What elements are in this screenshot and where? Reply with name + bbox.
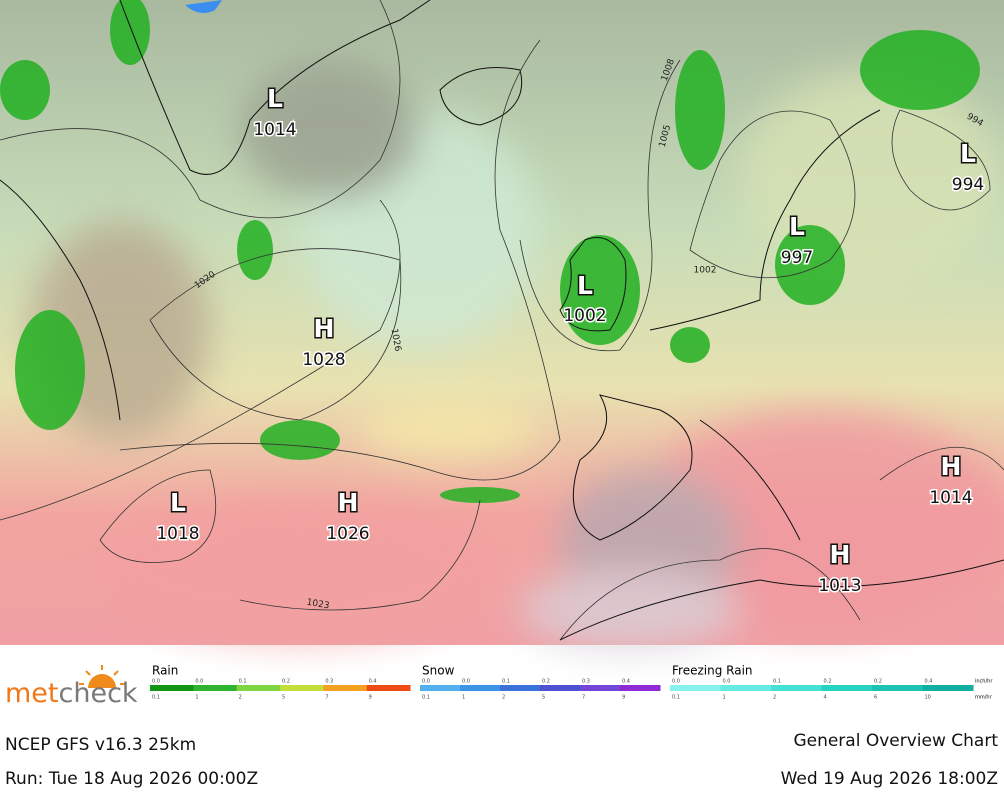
scale-tick: 0.1 [152,695,160,701]
scale-swatch [821,685,873,691]
scale-tick: 0.2 [824,679,832,685]
chart-name: General Overview Chart [793,731,998,751]
scale-tick: 0.0 [152,679,160,685]
pressure-value: 1014 [253,120,296,140]
scale-swatch [670,685,721,691]
scale-tick: 0.0 [672,679,680,685]
scale-tick: 0.2 [542,679,550,685]
scale-tick: 9 [369,695,372,701]
pressure-symbol: L [960,139,976,168]
pressure-symbol: L [577,271,593,300]
scale-tick: 1 [195,695,198,701]
run-label: Run: Tue 18 Aug 2026 00:00Z [5,769,258,789]
scale-tick: 0.4 [925,679,933,685]
brand: metcheck [5,678,138,709]
scale-tick: 0.4 [622,679,630,685]
scale-swatch [771,685,822,691]
pressure-value: 1026 [326,524,369,544]
scale-tick: 0.4 [369,679,377,685]
unit-label: mm/hr [975,695,993,701]
pressure-symbol: H [830,540,851,569]
pressure-value: 1013 [818,576,861,596]
scale-swatch [500,685,541,691]
scale-swatch [872,685,923,691]
scale-swatch [460,685,501,691]
scale-title: Snow [422,664,455,678]
brand-part: check [59,678,138,709]
pressure-value: 1018 [156,524,199,544]
scale-swatch [580,685,621,691]
scale-tick: 5 [542,695,545,701]
scale-tick: 0.1 [773,679,781,685]
scale-tick: 0.1 [672,695,680,701]
scale-swatch [193,685,238,691]
scale-tick: 2 [502,695,505,701]
pressure-value: 1002 [563,306,606,326]
pressure-symbol: L [267,84,283,113]
scale-swatch [620,685,661,691]
pressure-symbol: L [170,488,186,517]
scale-tick: 0.2 [874,679,882,685]
scale-tick: 0.3 [582,679,590,685]
scale-tick: 0.1 [239,679,247,685]
scale-tick: 1 [462,695,465,701]
map-background [0,0,1004,650]
scale-tick: 10 [925,695,931,701]
scale-tick: 0.3 [325,679,333,685]
scale-tick: 7 [325,695,328,701]
isobar-label: 1023 [306,598,330,612]
pressure-value: 1028 [302,350,345,370]
scale-tick: 5 [282,695,285,701]
scale-swatch [366,685,411,691]
model-label: NCEP GFS v16.3 25km [5,735,196,755]
scale-title: Freezing Rain [672,664,753,678]
scale-tick: 2 [239,695,242,701]
scale-tick: 4 [824,695,827,701]
pressure-symbol: L [789,212,805,241]
scale-tick: 0.1 [422,695,430,701]
valid-time: Wed 19 Aug 2026 18:00Z [781,769,998,789]
pressure-symbol: H [941,452,962,481]
scale-swatch [922,685,974,691]
scale-tick: 2 [773,695,776,701]
scale-swatch [540,685,581,691]
scale-swatch [236,685,281,691]
brand-logo: metcheck [5,665,138,709]
pressure-value: 1014 [929,488,972,508]
scale-tick: 0.0 [723,679,731,685]
scale-tick: 0.2 [282,679,290,685]
scale-tick: 0.1 [502,679,510,685]
scale-tick: 7 [582,695,585,701]
pressure-symbol: H [338,488,359,517]
pressure-value: 994 [952,175,984,195]
pressure-value: 997 [781,248,813,268]
isobar-label: 1026 [389,328,403,353]
brand-part: met [5,678,59,709]
scale-tick: 0.0 [422,679,430,685]
scale-swatch [280,685,324,691]
scale-title: Rain [152,664,178,678]
scale-tick: 6 [874,695,877,701]
scale-swatch [323,685,368,691]
scale-tick: 0.0 [195,679,203,685]
scale-tick: 0.0 [462,679,470,685]
scale-swatch [420,685,461,691]
scale-swatch [150,685,194,691]
unit-label: inch/hr [975,679,993,685]
pressure-symbol: H [314,314,335,343]
scale-tick: 9 [622,695,625,701]
scale-tick: 1 [723,695,726,701]
isobar-label: 1002 [694,266,717,276]
scale-swatch [720,685,772,691]
